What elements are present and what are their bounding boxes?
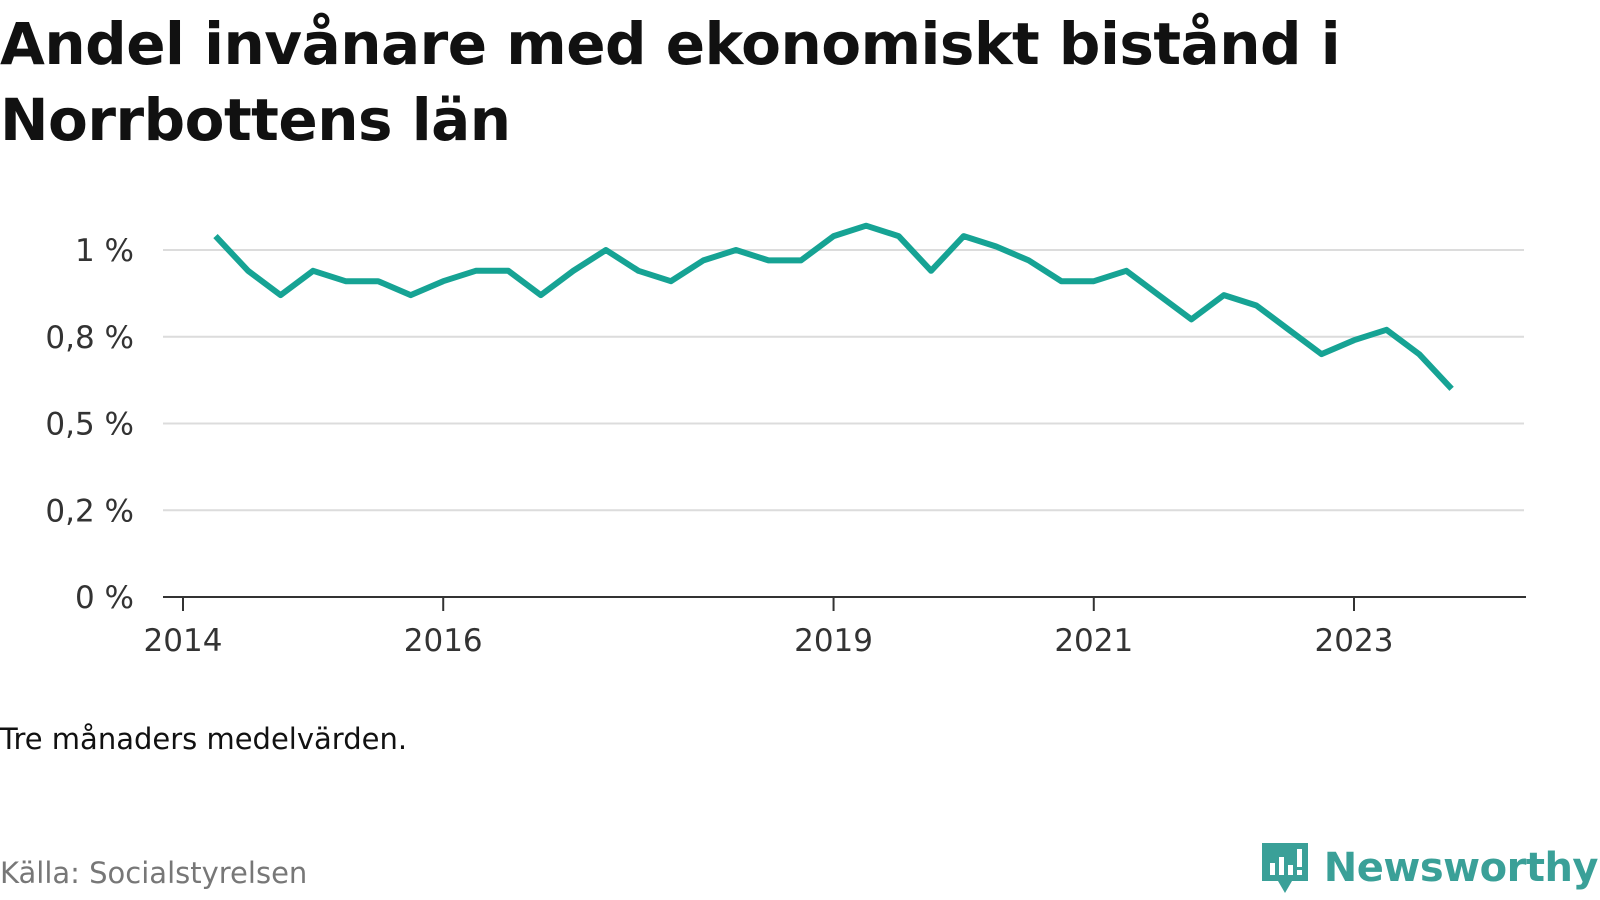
y-tick-label: 1 %	[75, 233, 134, 269]
x-tick-label: 2016	[404, 623, 483, 659]
brand-name: Newsworthy	[1323, 845, 1599, 891]
x-tick-label: 2019	[794, 623, 873, 659]
y-tick-label: 0 %	[75, 580, 134, 616]
y-tick-label: 0,2 %	[45, 493, 134, 529]
chart-note: Tre månaders medelvärden.	[0, 722, 408, 756]
y-tick-label: 0,8 %	[45, 320, 134, 356]
gridlines	[163, 249, 1524, 512]
source-text: Källa: Socialstyrelsen	[0, 856, 308, 890]
x-tick-label: 2023	[1315, 623, 1394, 659]
y-tick-label: 0,5 %	[45, 407, 134, 443]
x-tick-label: 2014	[144, 623, 223, 659]
chart-title: Andel invånare med ekonomiskt bistånd i …	[0, 10, 1341, 154]
y-axis-ticks: 1 % 0,8 % 0,5 % 0,2 % 0 %	[45, 233, 134, 616]
series-line	[213, 222, 1454, 391]
brand-logo[interactable]: Newsworthy	[1258, 840, 1599, 896]
bar-chart-exclamation-icon	[1261, 843, 1308, 893]
line-chart: 1 %0,8 %0,5 %0,2 %0 % 2014 2016 2019 2021 20…	[45, 222, 1526, 659]
x-tick-label: 2021	[1054, 623, 1133, 659]
x-axis-ticks: 2014 2016 2019 2021 2023	[144, 597, 1394, 659]
